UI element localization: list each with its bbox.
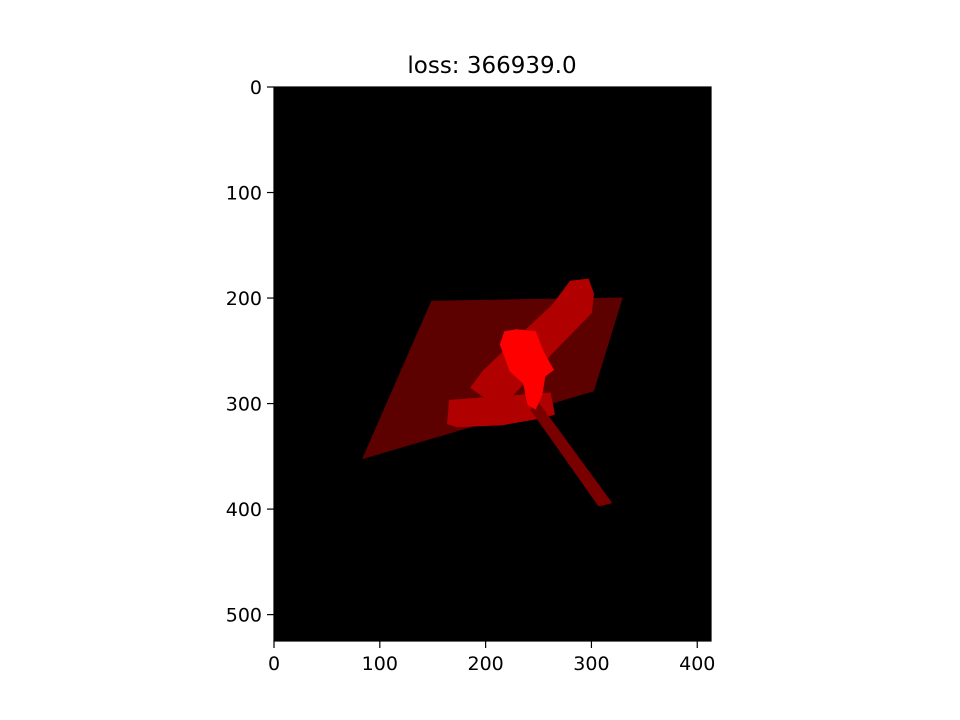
y-tick-label: 200 [226,288,262,310]
y-tick-label: 300 [226,394,262,416]
x-tick-label: 300 [573,653,609,675]
x-tick-label: 0 [268,653,280,675]
axes-frame [273,86,712,642]
x-axis: 0 100 200 300 400 [268,641,715,675]
y-axis: 0 100 200 300 400 500 [226,77,274,627]
image-shapes [362,278,623,507]
y-tick-label: 0 [250,77,262,99]
chart-title: loss: 366939.0 [407,53,576,79]
x-tick-label: 100 [362,653,398,675]
y-tick-label: 500 [226,605,262,627]
x-tick-label: 400 [679,653,715,675]
shape-4 [499,329,554,410]
plot-area [273,86,712,642]
y-tick-label: 100 [226,183,262,205]
x-tick-label: 200 [467,653,503,675]
y-tick-label: 400 [226,499,262,521]
